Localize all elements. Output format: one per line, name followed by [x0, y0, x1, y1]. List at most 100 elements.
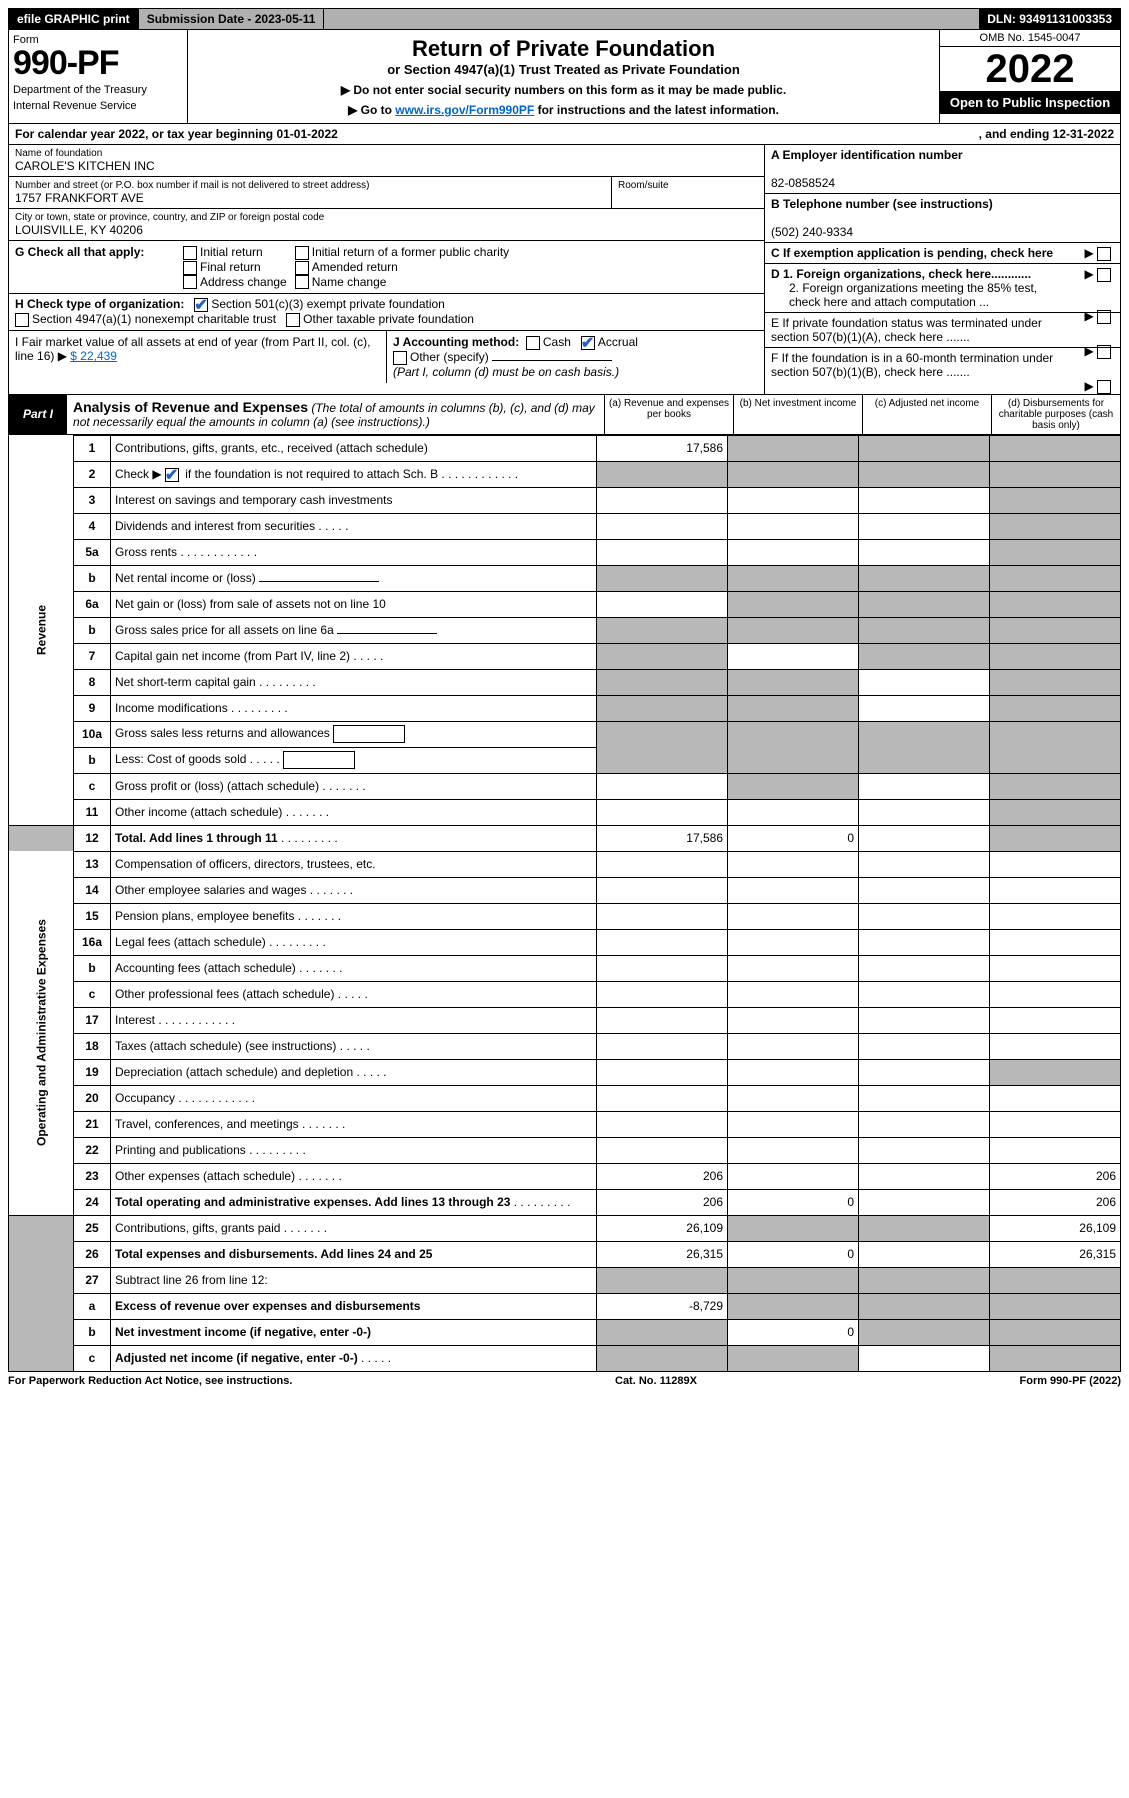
r23-desc: Other expenses (attach schedule) . . . .…	[111, 1163, 597, 1189]
addr-label: Number and street (or P.O. box number if…	[15, 180, 605, 191]
info-grid: Name of foundation CAROLE'S KITCHEN INC …	[8, 145, 1121, 395]
chk-accrual[interactable]	[581, 336, 595, 350]
chk-f[interactable]	[1097, 380, 1111, 394]
form-link[interactable]: www.irs.gov/Form990PF	[395, 103, 534, 117]
room-suite: Room/suite	[611, 177, 764, 208]
row-17: 17Interest . . . . . . . . . . . .	[9, 1007, 1121, 1033]
chk-final[interactable]	[183, 261, 197, 275]
r24-desc: Total operating and administrative expen…	[111, 1189, 597, 1215]
r2-desc: Check ▶ if the foundation is not require…	[111, 461, 597, 487]
chk-initial-former[interactable]	[295, 246, 309, 260]
chk-cash[interactable]	[526, 336, 540, 350]
cal-year-left: For calendar year 2022, or tax year begi…	[15, 127, 338, 141]
submission-label: Submission Date -	[147, 12, 255, 26]
r3-desc: Interest on savings and temporary cash i…	[111, 487, 597, 513]
r27b-b: 0	[728, 1319, 859, 1345]
row-22: 22Printing and publications . . . . . . …	[9, 1137, 1121, 1163]
chk-501c3[interactable]	[194, 298, 208, 312]
g-amended: Amended return	[312, 260, 398, 274]
col-c-head: (c) Adjusted net income	[862, 395, 991, 434]
chk-name-change[interactable]	[295, 275, 309, 289]
efile-print-button[interactable]: efile GRAPHIC print	[9, 9, 139, 29]
info-right: A Employer identification number 82-0858…	[764, 145, 1120, 394]
chk-address[interactable]	[183, 275, 197, 289]
row-27a: aExcess of revenue over expenses and dis…	[9, 1293, 1121, 1319]
chk-initial[interactable]	[183, 246, 197, 260]
r12-desc: Total. Add lines 1 through 11 . . . . . …	[111, 825, 597, 851]
r19-desc: Depreciation (attach schedule) and deple…	[111, 1059, 597, 1085]
name-label: Name of foundation	[15, 148, 758, 159]
j-note: (Part I, column (d) must be on cash basi…	[393, 365, 619, 379]
omb-number: OMB No. 1545-0047	[940, 30, 1120, 47]
r15-desc: Pension plans, employee benefits . . . .…	[111, 903, 597, 929]
analysis-table: Revenue 1Contributions, gifts, grants, e…	[8, 435, 1121, 1372]
r17-desc: Interest . . . . . . . . . . . .	[111, 1007, 597, 1033]
r27b-desc: Net investment income (if negative, ente…	[111, 1319, 597, 1345]
part-title-main: Analysis of Revenue and Expenses	[73, 399, 308, 415]
chk-sch-b[interactable]	[165, 468, 179, 482]
c-row: C If exemption application is pending, c…	[765, 243, 1120, 264]
chk-other-tax[interactable]	[286, 313, 300, 327]
r26-b: 0	[728, 1241, 859, 1267]
header-left: Form 990-PF Department of the Treasury I…	[9, 30, 188, 123]
form-title: Return of Private Foundation	[194, 36, 933, 62]
foundation-name-row: Name of foundation CAROLE'S KITCHEN INC	[9, 145, 764, 177]
dots: . . . . . . . . . . . .	[438, 467, 518, 481]
row-8: 8Net short-term capital gain . . . . . .…	[9, 669, 1121, 695]
row-19: 19Depreciation (attach schedule) and dep…	[9, 1059, 1121, 1085]
j-label: J Accounting method:	[393, 335, 519, 349]
open-to-public: Open to Public Inspection	[940, 91, 1120, 114]
chk-c[interactable]	[1097, 247, 1111, 261]
r16a-desc: Legal fees (attach schedule) . . . . . .…	[111, 929, 597, 955]
g-address: Address change	[200, 275, 287, 289]
phone-row: B Telephone number (see instructions) (5…	[765, 194, 1120, 243]
form-subtitle: or Section 4947(a)(1) Trust Treated as P…	[194, 62, 933, 77]
chk-d2[interactable]	[1097, 310, 1111, 324]
revenue-side-label: Revenue	[9, 435, 74, 825]
r1-desc: Contributions, gifts, grants, etc., rece…	[111, 435, 597, 461]
part-i-header: Part I Analysis of Revenue and Expenses …	[8, 395, 1121, 435]
instr-2: ▶ Go to www.irs.gov/Form990PF for instru…	[194, 103, 933, 117]
section-j: J Accounting method: Cash Accrual Other …	[387, 331, 764, 383]
row-27: 27Subtract line 26 from line 12:	[9, 1267, 1121, 1293]
j-accrual: Accrual	[598, 335, 638, 349]
r27c-desc: Adjusted net income (if negative, enter …	[111, 1345, 597, 1371]
footer-left: For Paperwork Reduction Act Notice, see …	[8, 1375, 292, 1387]
row-16a: 16aLegal fees (attach schedule) . . . . …	[9, 929, 1121, 955]
section-h: H Check type of organization: Section 50…	[9, 294, 764, 331]
row-20: 20Occupancy . . . . . . . . . . . .	[9, 1085, 1121, 1111]
dept-treasury: Department of the Treasury	[13, 84, 183, 96]
row-10a: 10aGross sales less returns and allowanc…	[9, 721, 1121, 747]
col-d-head: (d) Disbursements for charitable purpose…	[991, 395, 1120, 434]
d1-label: D 1. Foreign organizations, check here..…	[771, 267, 1031, 281]
e-label: E If private foundation status was termi…	[771, 316, 1071, 344]
r11-desc: Other income (attach schedule) . . . . .…	[111, 799, 597, 825]
row-7: 7Capital gain net income (from Part IV, …	[9, 643, 1121, 669]
chk-4947[interactable]	[15, 313, 29, 327]
row-12: 12Total. Add lines 1 through 11 . . . . …	[9, 825, 1121, 851]
row-18: 18Taxes (attach schedule) (see instructi…	[9, 1033, 1121, 1059]
instr2-post: for instructions and the latest informat…	[534, 103, 779, 117]
g-final: Final return	[200, 260, 261, 274]
fmv-link[interactable]: $ 22,439	[70, 349, 117, 363]
r24-b: 0	[728, 1189, 859, 1215]
chk-d1[interactable]	[1097, 268, 1111, 282]
r2-pre: Check ▶	[115, 467, 165, 481]
r2-post: if the foundation is not required to att…	[182, 467, 438, 481]
part-title: Analysis of Revenue and Expenses (The to…	[67, 395, 604, 434]
r16b-desc: Accounting fees (attach schedule) . . . …	[111, 955, 597, 981]
r9-desc: Income modifications . . . . . . . . .	[111, 695, 597, 721]
row-2: 2Check ▶ if the foundation is not requir…	[9, 461, 1121, 487]
r7-desc: Capital gain net income (from Part IV, l…	[111, 643, 597, 669]
chk-amended[interactable]	[295, 261, 309, 275]
row-21: 21Travel, conferences, and meetings . . …	[9, 1111, 1121, 1137]
r27a-a: -8,729	[597, 1293, 728, 1319]
h-other-tax: Other taxable private foundation	[303, 312, 474, 326]
phone-value: (502) 240-9334	[771, 225, 853, 239]
chk-other-method[interactable]	[393, 351, 407, 365]
j-cash: Cash	[543, 335, 571, 349]
r27a-desc: Excess of revenue over expenses and disb…	[111, 1293, 597, 1319]
r5a-desc: Gross rents . . . . . . . . . . . .	[111, 539, 597, 565]
chk-e[interactable]	[1097, 345, 1111, 359]
page-footer: For Paperwork Reduction Act Notice, see …	[8, 1372, 1121, 1390]
